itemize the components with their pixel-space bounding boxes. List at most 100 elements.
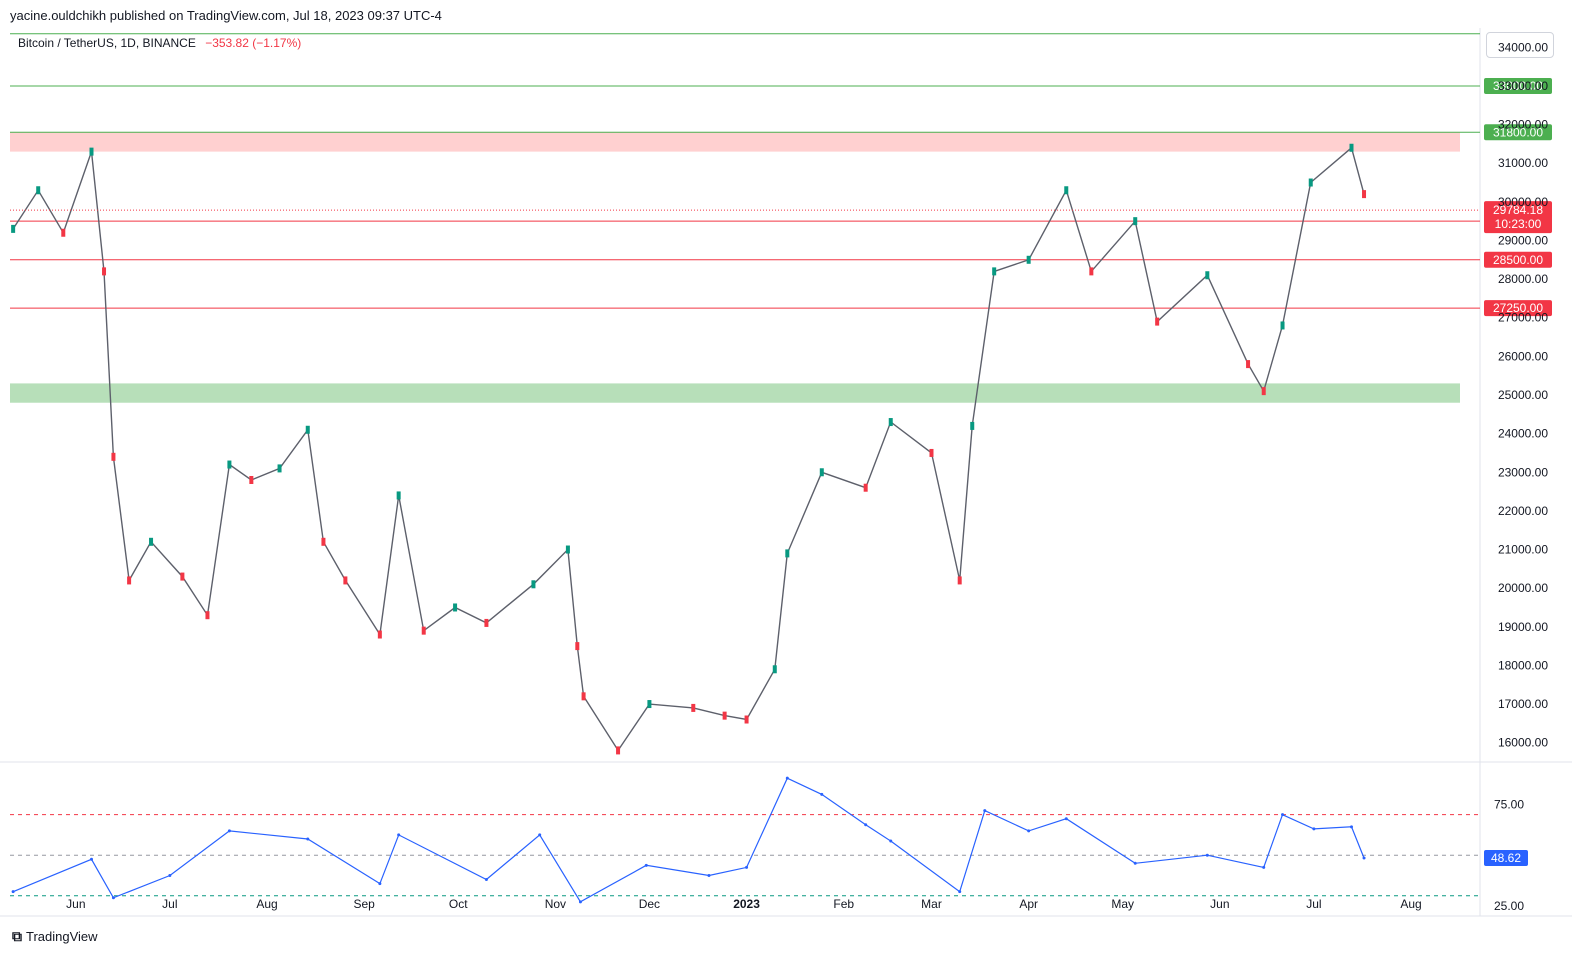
level-label-2: 31800.00 xyxy=(1493,125,1543,139)
price-point xyxy=(149,537,154,546)
rsi-point xyxy=(1027,829,1031,833)
rsi-point xyxy=(1205,853,1209,857)
tradingview-brand: TradingView xyxy=(26,929,98,944)
level-label-1: 33000.00 xyxy=(1493,79,1543,93)
countdown-label: 10:23:00 xyxy=(1495,217,1542,231)
rsi-point xyxy=(1064,817,1068,821)
rsi-point xyxy=(1281,813,1285,817)
time-tick-label: Dec xyxy=(639,897,660,911)
price-tick-label: 26000.00 xyxy=(1498,349,1548,363)
rsi-point xyxy=(306,837,310,841)
rsi-point xyxy=(958,890,962,894)
rsi-point xyxy=(820,792,824,796)
rsi-point xyxy=(1262,865,1266,869)
rsi-tick-label: 75.00 xyxy=(1494,798,1524,812)
rsi-tick-label: 25.00 xyxy=(1494,899,1524,913)
time-tick-label: Jul xyxy=(162,897,177,911)
level-label-5: 27250.00 xyxy=(1493,301,1543,315)
publisher-line: yacine.ouldchikh published on TradingVie… xyxy=(10,8,442,23)
price-point xyxy=(180,572,185,581)
rsi-point xyxy=(397,833,401,837)
price-tick-label: 24000.00 xyxy=(1498,427,1548,441)
price-tick-label: 16000.00 xyxy=(1498,736,1548,750)
price-tick-label: 30000.00 xyxy=(1498,195,1548,209)
price-change: −353.82 (−1.17%) xyxy=(205,36,302,50)
price-point xyxy=(1205,271,1210,280)
rsi-point xyxy=(111,896,115,900)
price-point xyxy=(647,700,652,709)
rsi-point xyxy=(378,882,382,886)
time-tick-label: Jun xyxy=(1210,897,1229,911)
price-point xyxy=(89,147,94,156)
time-tick-label: Sep xyxy=(353,897,375,911)
price-point xyxy=(722,711,727,720)
rsi-point xyxy=(89,857,93,861)
price-tick-label: 17000.00 xyxy=(1498,697,1548,711)
price-tick-label: 31000.00 xyxy=(1498,156,1548,170)
price-tick-label: 21000.00 xyxy=(1498,543,1548,557)
rsi-point xyxy=(227,829,231,833)
price-point xyxy=(1026,255,1031,264)
rsi-point xyxy=(1133,861,1137,865)
time-tick-label: Feb xyxy=(833,897,854,911)
scale-top-box[interactable] xyxy=(1486,32,1554,58)
rsi-point xyxy=(644,863,648,867)
price-point xyxy=(888,418,893,427)
tradingview-logo-icon: ⧉ xyxy=(12,928,22,944)
price-point xyxy=(453,603,458,612)
price-point xyxy=(205,611,210,620)
price-point xyxy=(343,576,348,585)
rsi-point xyxy=(538,833,542,837)
price-point xyxy=(227,460,232,469)
price-point xyxy=(305,425,310,434)
price-point xyxy=(581,692,586,701)
price-point xyxy=(1089,267,1094,276)
price-point xyxy=(616,746,621,755)
rsi-point xyxy=(1349,825,1353,829)
price-tick-label: 23000.00 xyxy=(1498,465,1548,479)
zone-1 xyxy=(10,383,1460,403)
last-price-tag xyxy=(1484,201,1552,234)
price-point xyxy=(819,468,824,477)
price-point xyxy=(102,267,107,276)
level-tag-2 xyxy=(1484,124,1552,141)
rsi-last-tag xyxy=(1484,849,1528,866)
rsi-last-label: 48.62 xyxy=(1491,851,1521,865)
price-point xyxy=(277,464,282,473)
level-tag-5 xyxy=(1484,300,1552,317)
price-tick-label: 22000.00 xyxy=(1498,504,1548,518)
time-tick-label: Mar xyxy=(921,897,942,911)
rsi-point xyxy=(707,873,711,877)
rsi-point xyxy=(864,823,868,827)
price-tick-label: 18000.00 xyxy=(1498,658,1548,672)
price-point xyxy=(36,186,41,195)
price-point xyxy=(377,630,382,639)
price-series-line xyxy=(12,146,1365,752)
price-point xyxy=(396,491,401,500)
price-tick-label: 34000.00 xyxy=(1498,40,1548,54)
price-tick-label: 32000.00 xyxy=(1498,118,1548,132)
time-tick-label: Aug xyxy=(1400,897,1421,911)
price-point xyxy=(929,448,934,457)
price-point xyxy=(744,715,749,724)
tradingview-logo[interactable]: ⧉ TradingView xyxy=(12,928,98,945)
price-point xyxy=(575,642,580,651)
price-point xyxy=(1155,317,1160,326)
zone-0 xyxy=(10,132,1460,152)
rsi-point xyxy=(745,865,749,869)
price-point xyxy=(111,452,116,461)
price-tick-label: 29000.00 xyxy=(1498,233,1548,247)
level-tag-1 xyxy=(1484,77,1552,94)
price-point xyxy=(61,228,66,237)
time-tick-label: 2023 xyxy=(733,897,760,911)
price-point xyxy=(321,537,326,546)
time-tick-label: Apr xyxy=(1019,897,1038,911)
rsi-point xyxy=(1362,856,1366,860)
symbol-legend[interactable]: Bitcoin / TetherUS, 1D, BINANCE −353.82 … xyxy=(18,36,301,50)
level-tag-4 xyxy=(1484,251,1552,268)
rsi-series-line xyxy=(12,777,1365,903)
rsi-point xyxy=(889,839,893,843)
price-point xyxy=(1246,360,1251,369)
time-tick-label: Oct xyxy=(449,897,468,911)
